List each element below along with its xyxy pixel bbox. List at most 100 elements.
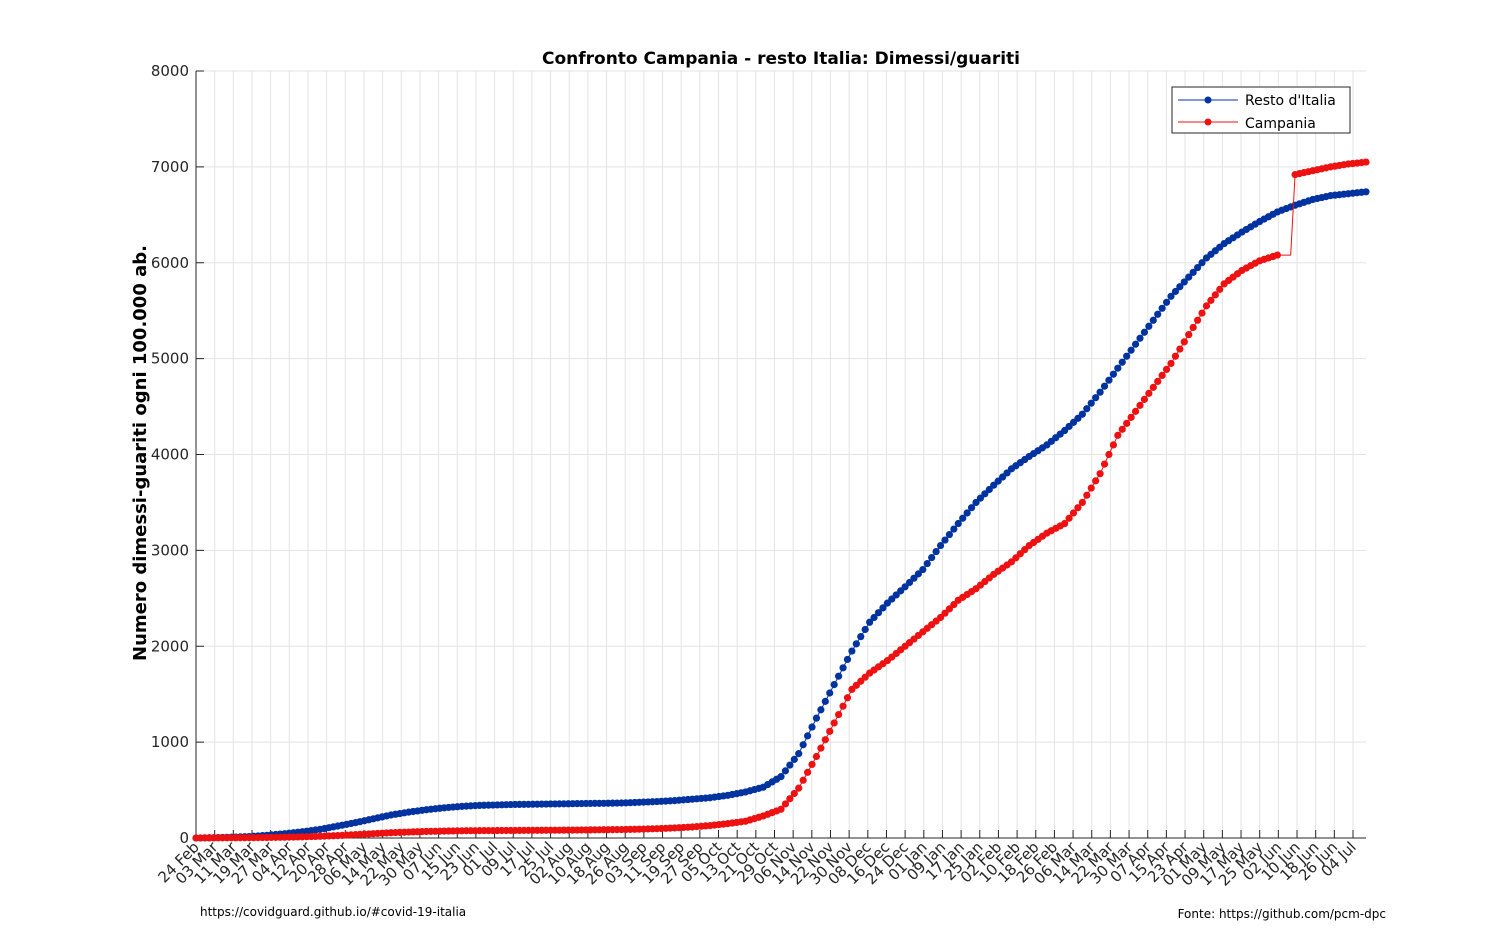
series-point <box>786 795 794 803</box>
series-line <box>195 191 1367 839</box>
series-point <box>1162 365 1171 374</box>
series-point <box>1083 405 1091 413</box>
series-point <box>1105 450 1113 459</box>
series-point <box>835 672 843 680</box>
series-point <box>1083 491 1091 499</box>
series-point <box>1145 322 1153 330</box>
series-point <box>1189 268 1197 276</box>
series-point <box>812 714 821 722</box>
series-point <box>857 633 865 641</box>
series-point <box>1180 338 1188 346</box>
series-point <box>1123 352 1131 360</box>
series-point <box>1171 352 1180 360</box>
series-point <box>981 490 989 498</box>
series-point <box>817 706 825 714</box>
series-point <box>1061 519 1069 528</box>
series-point <box>936 613 945 622</box>
series-point <box>790 755 798 763</box>
series-point <box>843 655 852 664</box>
y-tick-label: 5000 <box>151 350 189 368</box>
series-point <box>923 559 931 568</box>
series-point <box>1118 425 1126 433</box>
series-point <box>870 613 878 622</box>
legend: Resto d'Italia Campania <box>1171 86 1351 134</box>
series-point <box>1167 359 1175 368</box>
series-point <box>777 773 785 781</box>
series-resto-italia <box>192 188 1370 842</box>
series-point <box>795 784 803 792</box>
series-point <box>826 727 834 735</box>
series-point <box>1149 316 1157 324</box>
series-point <box>1087 399 1095 407</box>
series-point <box>1114 364 1122 372</box>
series-point <box>945 605 954 613</box>
series-point <box>976 494 985 502</box>
series-point <box>932 547 940 556</box>
series-point <box>1087 484 1095 492</box>
series-point <box>1109 441 1117 449</box>
y-axis-label: Numero dimessi-guariti ogni 100.000 ab. <box>130 245 151 661</box>
series-point <box>950 600 958 609</box>
series-point <box>1123 419 1131 427</box>
series-point <box>1362 158 1370 166</box>
y-tick-label: 6000 <box>151 254 189 272</box>
series-point <box>972 498 980 507</box>
series-point <box>1207 296 1215 304</box>
series-point <box>1114 431 1122 439</box>
series-campania <box>192 158 1370 842</box>
series-point <box>1180 278 1188 286</box>
series-point <box>826 689 834 697</box>
series-point <box>1118 358 1126 366</box>
series-point <box>1127 413 1135 421</box>
series-line <box>195 161 1367 839</box>
y-tick-label: 3000 <box>151 541 189 559</box>
series-point <box>941 536 949 544</box>
series-point <box>1176 345 1184 353</box>
series-point <box>1105 376 1113 384</box>
series-point <box>1136 401 1144 409</box>
legend-box <box>1171 86 1351 134</box>
series-point <box>985 485 993 494</box>
series-point <box>1100 382 1109 390</box>
series-point <box>928 553 936 562</box>
series-point <box>1154 310 1162 318</box>
series-point <box>1193 316 1202 324</box>
chart-title: Confronto Campania - resto Italia: Dimes… <box>542 49 1020 69</box>
series-point <box>1216 285 1224 293</box>
series-group <box>192 158 1370 842</box>
series-point <box>799 776 807 784</box>
series-point <box>839 664 847 672</box>
series-point <box>901 583 909 591</box>
series-point <box>945 530 954 539</box>
series-point <box>848 647 856 655</box>
legend-label-resto: Resto d'Italia <box>1245 93 1336 109</box>
legend-marker-campania <box>1204 118 1212 126</box>
series-point <box>1176 283 1184 291</box>
series-point <box>1154 377 1162 385</box>
series-point <box>1211 291 1219 299</box>
y-tick-label: 4000 <box>151 446 189 464</box>
series-point <box>803 768 812 776</box>
series-point <box>879 604 887 612</box>
legend-marker-resto <box>1204 96 1212 104</box>
y-tick-label: 0 <box>179 829 189 847</box>
series-point <box>1162 298 1171 306</box>
series-point <box>1131 407 1140 415</box>
series-point <box>1145 389 1153 397</box>
series-point <box>1092 394 1100 402</box>
series-point <box>1109 370 1117 378</box>
series-point <box>866 618 874 626</box>
series-point <box>817 744 825 752</box>
series-point <box>1198 309 1206 317</box>
series-point <box>954 519 962 528</box>
series-point <box>808 723 816 731</box>
series-point <box>941 609 949 617</box>
series-point <box>910 574 918 582</box>
series-point <box>843 694 852 702</box>
series-point <box>852 640 860 648</box>
series-point <box>1136 334 1144 342</box>
footer-left-url: https://covidguard.github.io/#covid-19-i… <box>200 905 466 919</box>
series-point <box>1185 331 1193 339</box>
series-point <box>821 736 829 744</box>
series-point <box>936 541 945 550</box>
